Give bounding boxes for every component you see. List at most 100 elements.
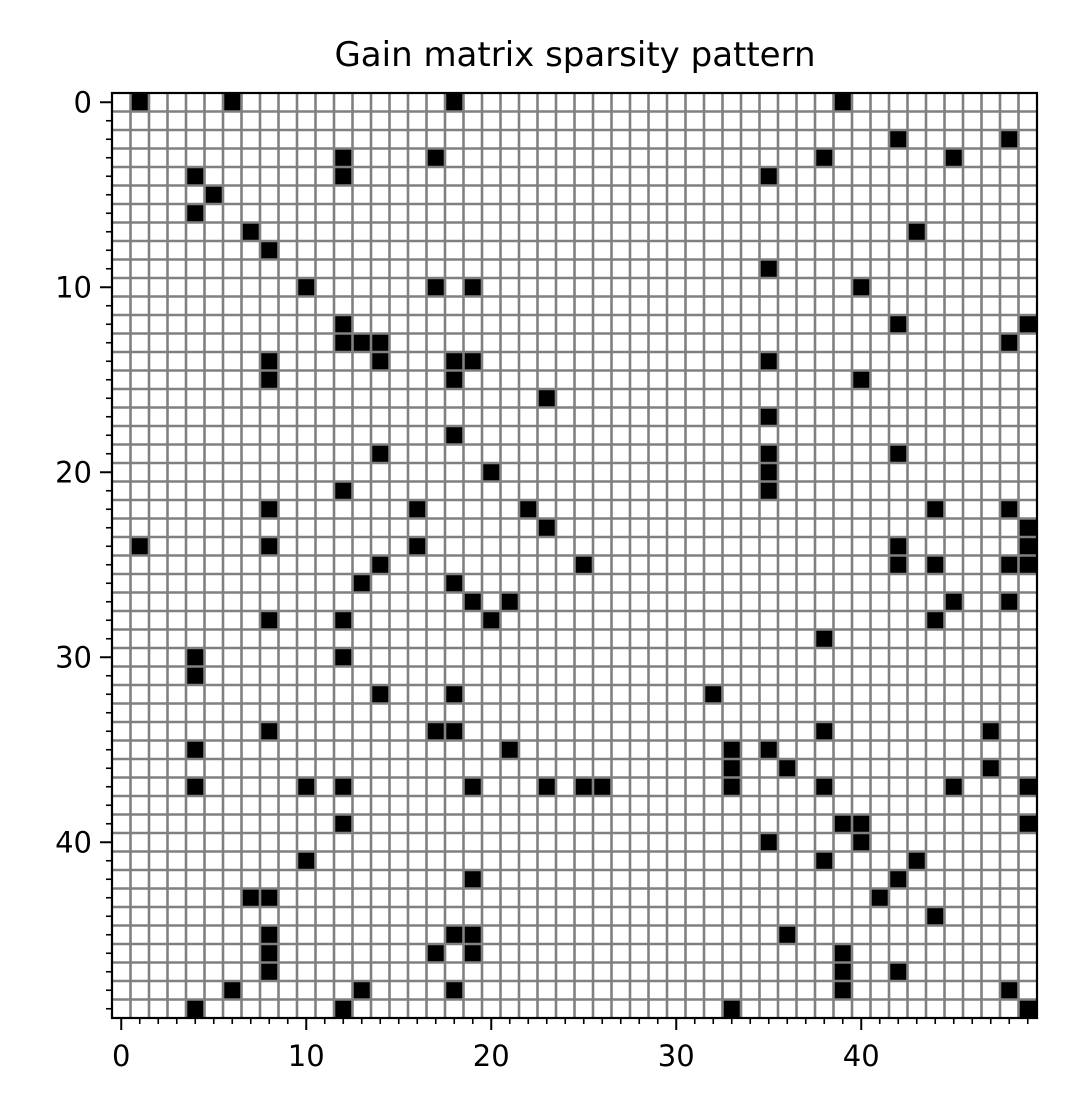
nonzero-cell <box>260 925 279 944</box>
nonzero-cell <box>944 777 963 796</box>
nonzero-cell <box>260 888 279 907</box>
nonzero-cell <box>186 167 205 186</box>
chart-title: Gain matrix sparsity pattern <box>334 35 815 75</box>
nonzero-cell <box>815 722 834 741</box>
nonzero-cell <box>852 278 871 297</box>
nonzero-cell <box>852 370 871 389</box>
nonzero-cell <box>426 944 445 963</box>
nonzero-cell <box>1000 500 1019 519</box>
nonzero-cell <box>426 722 445 741</box>
nonzero-cell <box>944 148 963 167</box>
nonzero-cell <box>926 907 945 926</box>
nonzero-cell <box>241 888 260 907</box>
nonzero-cell <box>334 814 353 833</box>
nonzero-cell <box>297 851 316 870</box>
nonzero-cell <box>260 962 279 981</box>
nonzero-cell <box>889 962 908 981</box>
nonzero-cell <box>297 278 316 297</box>
nonzero-cell <box>260 500 279 519</box>
nonzero-cell <box>722 777 741 796</box>
nonzero-cell <box>445 925 464 944</box>
plot-frame <box>110 91 1039 1020</box>
nonzero-cell <box>426 148 445 167</box>
nonzero-cell <box>371 555 390 574</box>
nonzero-cell <box>260 241 279 260</box>
nonzero-cell <box>1018 555 1037 574</box>
nonzero-cell <box>223 93 242 112</box>
nonzero-cell <box>445 981 464 1000</box>
nonzero-cell <box>537 389 556 408</box>
nonzero-cell <box>759 352 778 371</box>
nonzero-cell <box>352 981 371 1000</box>
nonzero-cell <box>870 888 889 907</box>
nonzero-cell <box>852 814 871 833</box>
nonzero-cell <box>815 629 834 648</box>
y-tick-label: 20 <box>55 455 92 489</box>
x-tick-label: 20 <box>473 1039 510 1073</box>
x-tick-label: 10 <box>288 1039 325 1073</box>
nonzero-cell <box>186 648 205 667</box>
nonzero-cell <box>1000 592 1019 611</box>
nonzero-cell <box>204 185 223 204</box>
nonzero-cell <box>334 611 353 630</box>
nonzero-cell <box>759 259 778 278</box>
nonzero-cell <box>186 740 205 759</box>
nonzero-cell <box>519 500 538 519</box>
nonzero-cell <box>1018 814 1037 833</box>
nonzero-cell <box>463 870 482 889</box>
nonzero-cell <box>371 444 390 463</box>
nonzero-cell <box>445 426 464 445</box>
nonzero-cell <box>445 370 464 389</box>
nonzero-cell <box>482 611 501 630</box>
nonzero-cell <box>889 444 908 463</box>
nonzero-cell <box>371 333 390 352</box>
nonzero-cell <box>778 925 797 944</box>
nonzero-cell <box>889 315 908 334</box>
nonzero-cell <box>241 222 260 241</box>
nonzero-cell <box>833 944 852 963</box>
nonzero-cell <box>833 93 852 112</box>
nonzero-cell <box>889 870 908 889</box>
nonzero-cell <box>1000 981 1019 1000</box>
nonzero-cell <box>463 925 482 944</box>
nonzero-cell <box>759 833 778 852</box>
nonzero-cell <box>537 518 556 537</box>
nonzero-cell <box>704 685 723 704</box>
nonzero-cell <box>815 148 834 167</box>
nonzero-cell <box>759 481 778 500</box>
nonzero-cell <box>223 981 242 1000</box>
nonzero-cell <box>981 722 1000 741</box>
nonzero-cell <box>889 537 908 556</box>
x-tick-label: 40 <box>843 1039 880 1073</box>
nonzero-cell <box>759 167 778 186</box>
nonzero-cell <box>926 500 945 519</box>
nonzero-cell <box>889 555 908 574</box>
nonzero-cell <box>482 463 501 482</box>
nonzero-cell <box>186 666 205 685</box>
nonzero-cell <box>833 814 852 833</box>
nonzero-cell <box>759 740 778 759</box>
nonzero-cell <box>1018 777 1037 796</box>
nonzero-cell <box>926 555 945 574</box>
nonzero-cell <box>130 537 149 556</box>
nonzero-cell <box>408 537 427 556</box>
nonzero-cell <box>833 981 852 1000</box>
nonzero-cell <box>130 93 149 112</box>
nonzero-cell <box>500 740 519 759</box>
nonzero-cell <box>352 574 371 593</box>
nonzero-cell <box>722 740 741 759</box>
nonzero-cell <box>1018 537 1037 556</box>
nonzero-cell <box>926 611 945 630</box>
nonzero-cell <box>334 315 353 334</box>
y-tick-label: 30 <box>55 640 92 674</box>
nonzero-cell <box>352 333 371 352</box>
x-tick-label: 0 <box>112 1039 130 1073</box>
nonzero-cell <box>334 481 353 500</box>
nonzero-cell <box>1018 315 1037 334</box>
nonzero-cell <box>778 759 797 778</box>
nonzero-cell <box>445 352 464 371</box>
nonzero-cell <box>334 999 353 1018</box>
nonzero-cell <box>852 833 871 852</box>
nonzero-cell <box>260 944 279 963</box>
